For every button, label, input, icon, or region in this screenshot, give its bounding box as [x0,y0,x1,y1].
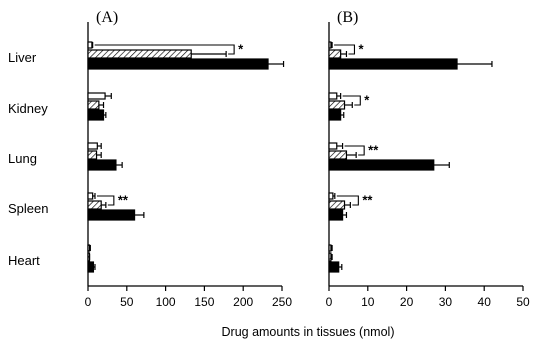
bar-open-kidney [328,92,338,100]
bar-open-spleen [328,192,334,200]
x-tick-label: 10 [361,295,375,309]
bar-hatched-spleen [87,200,102,210]
bar-hatched-kidney [87,100,100,110]
bar-solid-spleen [87,209,136,221]
bar-hatched-liver [87,49,192,59]
significance-marker: * [238,42,244,57]
category-label-kidney: Kidney [8,101,48,116]
x-tick-label: 150 [194,295,214,309]
bar-solid-liver [87,58,269,70]
significance-marker: * [358,42,364,57]
x-tick-label: 0 [326,295,333,309]
bar-open-spleen [87,192,94,200]
significance-marker: ** [362,193,373,208]
bar-hatched-heart [328,252,332,262]
category-label-spleen: Spleen [8,201,48,216]
bar-open-kidney [87,92,106,100]
bar-solid-spleen [328,209,344,221]
x-tick-label: 100 [156,295,176,309]
panel-label: (A) [96,9,118,26]
x-tick-label: 40 [478,295,492,309]
x-tick-label: 200 [233,295,253,309]
bar-hatched-spleen [328,200,346,210]
category-label-heart: Heart [8,253,40,268]
bar-hatched-lung [328,150,348,160]
significance-bracket [342,95,361,106]
bar-open-heart [328,244,332,252]
bar-solid-kidney [328,109,342,121]
panel-label: (B) [337,9,358,26]
bar-open-lung [328,142,338,150]
bar-hatched-liver [328,49,342,59]
category-label-lung: Lung [8,151,37,166]
category-labels: Liver Kidney Lung Spleen Heart [8,50,48,268]
panel-b: (B)0 10 20 30 40 50****** [326,9,530,309]
bar-solid-lung [87,159,117,171]
bar-open-lung [87,142,98,150]
category-label-liver: Liver [8,50,37,65]
significance-marker: ** [368,143,379,158]
bar-open-heart [87,244,91,252]
x-tick-label: 50 [516,295,530,309]
bar-hatched-lung [87,150,98,160]
significance-marker: * [364,93,370,108]
x-tick-label: 20 [400,295,414,309]
significance-bracket [336,195,359,206]
bar-solid-kidney [87,109,105,121]
x-tick-label: 0 [85,295,92,309]
bar-open-liver [87,41,93,49]
x-axis-label: Drug amounts in tissues (nmol) [222,325,395,339]
significance-bracket [344,145,365,156]
significance-bracket [96,195,115,206]
bar-solid-liver [328,58,458,70]
bar-solid-heart [87,261,95,273]
bar-solid-lung [328,159,435,171]
x-tick-label: 50 [120,295,134,309]
bar-open-liver [328,41,332,49]
significance-bracket [94,44,235,55]
significance-marker: ** [118,193,129,208]
significance-bracket [334,44,356,55]
x-tick-label: 250 [272,295,292,309]
bar-solid-heart [328,261,340,273]
panel-a: (A)0 50 100 150 200 250*** [85,9,293,309]
x-tick-label: 30 [439,295,453,309]
bar-hatched-kidney [328,100,346,110]
